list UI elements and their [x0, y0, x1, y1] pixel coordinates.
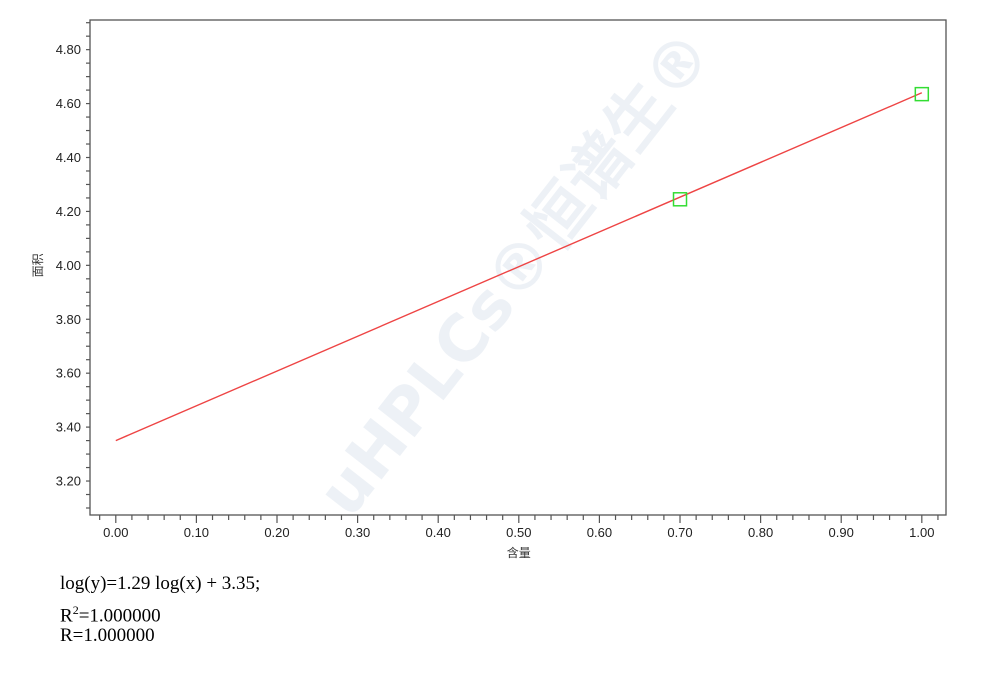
x-tick-label: 0.90 [829, 525, 854, 540]
fit-equation: log(y)=1.29 log(x) + 3.35; [60, 573, 261, 594]
plot-frame [89, 19, 947, 516]
y-tick-label: 4.00 [56, 258, 81, 273]
y-tick-label: 4.80 [56, 42, 81, 57]
r2-sup: 2 [72, 603, 79, 617]
y-tick-label: 3.40 [56, 420, 81, 435]
r-value: R=1.000000 [60, 625, 155, 646]
x-tick-label: 0.10 [184, 525, 209, 540]
y-axis-label: 面积 [31, 253, 45, 277]
x-tick-label: 0.20 [264, 525, 289, 540]
x-tick-label: 1.00 [909, 525, 934, 540]
data-point [672, 192, 688, 207]
x-tick-label: 0.30 [345, 525, 370, 540]
x-tick-label: 0.70 [667, 525, 692, 540]
y-tick-label: 4.60 [56, 96, 81, 111]
x-tick-label: 0.80 [748, 525, 773, 540]
fit-line [115, 92, 923, 442]
calibration-chart: uHPLCs®恒谱生® 3.20 3.40 3.60 3.80 4.00 4.20 4.40 4… [31, 18, 947, 560]
r-squared: R2=1.000000 [60, 597, 161, 629]
watermark: uHPLCs®恒谱生® [304, 18, 727, 530]
y-tick-label: 3.60 [56, 366, 81, 381]
y-tick-label: 4.40 [56, 150, 81, 165]
y-tick-label: 3.80 [56, 312, 81, 327]
r2-value: =1.000000 [78, 605, 161, 627]
x-axis-label: 含量 [507, 545, 531, 560]
r2-prefix: R [60, 605, 73, 627]
x-tick-label: 0.50 [506, 525, 531, 540]
x-tick-label: 0.00 [103, 525, 128, 540]
y-tick-label: 4.20 [56, 204, 81, 219]
y-tick-label: 3.20 [56, 474, 81, 489]
x-tick-label: 0.40 [426, 525, 451, 540]
x-tick-label: 0.60 [587, 525, 612, 540]
data-point [914, 86, 930, 102]
